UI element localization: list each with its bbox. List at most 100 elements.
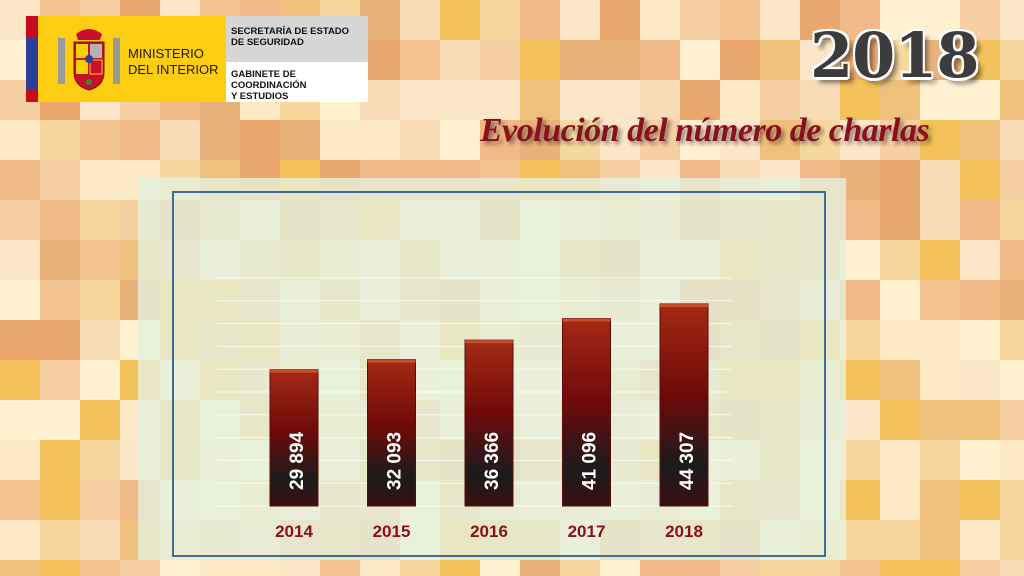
mosaic-tile <box>880 360 920 400</box>
mosaic-tile <box>960 160 1000 200</box>
mosaic-tile <box>960 0 1000 40</box>
mosaic-tile <box>760 0 800 40</box>
mosaic-tile <box>720 0 760 40</box>
mosaic-tile <box>960 480 1000 520</box>
mosaic-tile <box>440 0 480 40</box>
x-tick-label: 2016 <box>470 522 508 541</box>
mosaic-tile <box>320 560 360 576</box>
mosaic-tile <box>120 560 160 576</box>
data-label: 44 307 <box>677 432 698 490</box>
mosaic-tile <box>0 120 40 160</box>
mosaic-tile <box>1000 240 1024 280</box>
mosaic-tile <box>440 80 480 120</box>
mosaic-tile <box>400 120 440 160</box>
bar-highlight <box>562 318 611 322</box>
mosaic-tile <box>480 120 520 160</box>
mosaic-tile <box>880 200 920 240</box>
mosaic-tile <box>960 320 1000 360</box>
mosaic-tile <box>840 560 880 576</box>
mosaic-tile <box>80 440 120 480</box>
mosaic-tile <box>560 80 600 120</box>
mosaic-tile <box>280 560 320 576</box>
mosaic-tile <box>840 0 880 40</box>
mosaic-tile <box>920 360 960 400</box>
mosaic-tile <box>0 440 40 480</box>
mosaic-tile <box>40 400 80 440</box>
bar-highlight <box>465 340 513 344</box>
mosaic-tile <box>840 480 880 520</box>
ministry-name: MINISTERIO DEL INTERIOR <box>128 46 219 78</box>
mosaic-tile <box>40 480 80 520</box>
x-tick-label: 2018 <box>665 522 703 541</box>
mosaic-tile <box>80 160 120 200</box>
mosaic-tile <box>840 200 880 240</box>
mosaic-tile <box>360 560 400 576</box>
mosaic-tile <box>880 440 920 480</box>
mosaic-tile <box>880 520 920 560</box>
mosaic-tile <box>840 520 880 560</box>
mosaic-tile <box>760 80 800 120</box>
mosaic-tile <box>80 400 120 440</box>
mosaic-tile <box>480 80 520 120</box>
mosaic-tile <box>40 240 80 280</box>
bar-2017 <box>562 318 611 507</box>
mosaic-tile <box>840 40 880 80</box>
mosaic-tile <box>320 120 360 160</box>
mosaic-tile <box>800 40 840 80</box>
flag-stripe <box>26 16 38 38</box>
gabinete-line: GABINETE DE COORDINACIÓN <box>231 69 307 91</box>
bar-2018 <box>659 303 709 507</box>
mosaic-tile <box>40 280 80 320</box>
mosaic-tile <box>920 480 960 520</box>
mosaic-tile <box>560 40 600 80</box>
mosaic-tile <box>440 120 480 160</box>
data-label: 36 366 <box>482 432 503 490</box>
mosaic-tile <box>400 80 440 120</box>
mosaic-tile <box>960 200 1000 240</box>
mosaic-tile <box>880 40 920 80</box>
mosaic-tile <box>840 320 880 360</box>
mosaic-tile <box>80 560 120 576</box>
year-heading: 2018 <box>810 19 980 92</box>
mosaic-tile <box>640 40 680 80</box>
mosaic-tile <box>0 480 40 520</box>
mosaic-tile <box>120 120 160 160</box>
mosaic-tile <box>40 560 80 576</box>
mosaic-tile <box>840 280 880 320</box>
bar-2016 <box>464 339 514 507</box>
mosaic-tile <box>840 360 880 400</box>
mosaic-tile <box>520 80 560 120</box>
mosaic-tile <box>800 120 840 160</box>
mosaic-tile <box>880 120 920 160</box>
mosaic-tile <box>1000 0 1024 40</box>
mosaic-tile <box>640 120 680 160</box>
data-label: 29 894 <box>287 431 308 490</box>
mosaic-tile <box>240 120 280 160</box>
secretaria-line: SECRETARÍA DE ESTADO <box>231 26 350 37</box>
mosaic-tile <box>1000 160 1024 200</box>
mosaic-tile <box>0 320 40 360</box>
mosaic-tile <box>920 0 960 40</box>
mosaic-tile <box>480 560 520 576</box>
mosaic-tile <box>1000 40 1024 80</box>
mosaic-tile <box>920 120 960 160</box>
mosaic-tile <box>560 120 600 160</box>
mosaic-tile <box>440 40 480 80</box>
mosaic-tile <box>840 440 880 480</box>
mosaic-tile <box>680 0 720 40</box>
mosaic-tile <box>840 240 880 280</box>
mosaic-tile <box>800 80 840 120</box>
mosaic-tile <box>80 360 120 400</box>
coat-of-arms-icon <box>58 29 120 91</box>
mosaic-tile <box>400 560 440 576</box>
mosaic-tile <box>640 80 680 120</box>
mosaic-tile <box>920 320 960 360</box>
mosaic-tile <box>280 120 320 160</box>
mosaic-tile <box>920 560 960 576</box>
mosaic-tile <box>880 560 920 576</box>
mosaic-tile <box>920 400 960 440</box>
mosaic-tile <box>80 240 120 280</box>
mosaic-tile <box>1000 440 1024 480</box>
mosaic-tile <box>560 560 600 576</box>
mosaic-tile <box>720 40 760 80</box>
